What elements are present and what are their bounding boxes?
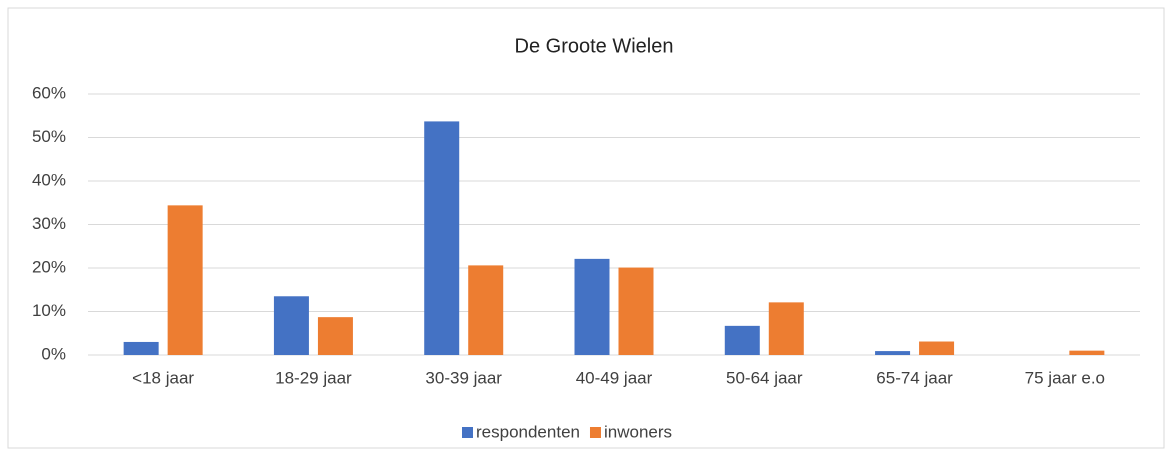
chart-title: De Groote Wielen [515, 35, 674, 57]
x-tick-label: 75 jaar e.o [1025, 368, 1105, 387]
bar [768, 302, 804, 355]
bar [618, 267, 654, 355]
bar [167, 205, 203, 355]
y-tick-label: 10% [32, 301, 66, 320]
x-tick-label: <18 jaar [132, 368, 194, 387]
x-tick-label: 50-64 jaar [726, 368, 803, 387]
y-tick-label: 20% [32, 257, 66, 276]
y-tick-label: 0% [41, 344, 66, 363]
bar [273, 296, 309, 355]
bar [424, 121, 460, 355]
bar [574, 258, 610, 355]
bar [123, 341, 159, 355]
y-tick-label: 50% [32, 127, 66, 146]
x-tick-label: 40-49 jaar [576, 368, 653, 387]
y-tick-label: 30% [32, 214, 66, 233]
x-tick-label: 65-74 jaar [876, 368, 953, 387]
bar [1069, 350, 1105, 355]
y-tick-label: 60% [32, 83, 66, 102]
legend-label: inwoners [604, 422, 672, 441]
legend-swatch [462, 427, 473, 438]
y-tick-label: 40% [32, 170, 66, 189]
x-tick-label: 30-39 jaar [425, 368, 502, 387]
x-tick-label: 18-29 jaar [275, 368, 352, 387]
bar [875, 351, 911, 355]
bar [919, 341, 955, 355]
legend-swatch [589, 427, 601, 438]
legend-label: respondenten [476, 422, 580, 441]
bar [468, 265, 504, 355]
bar [724, 325, 760, 355]
bar [317, 317, 353, 355]
